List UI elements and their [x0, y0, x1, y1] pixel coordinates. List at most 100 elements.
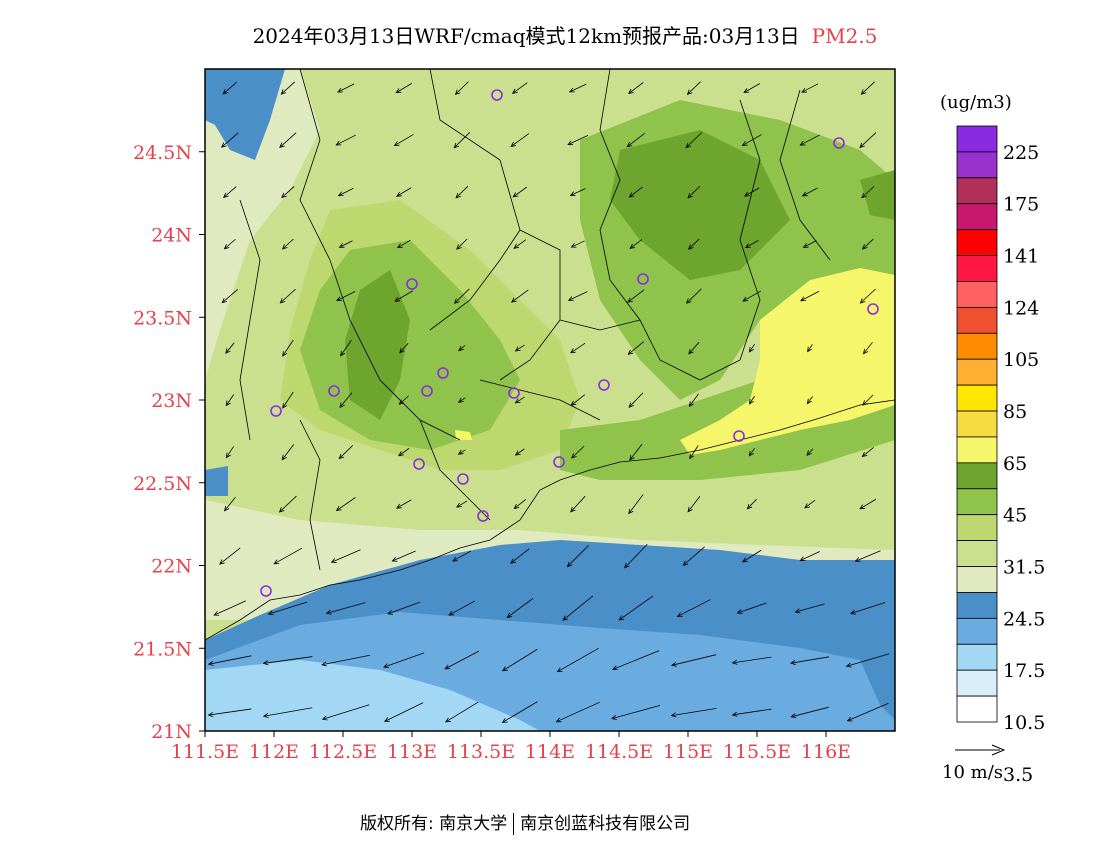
wind-arrow: [749, 343, 755, 353]
lat-tick-label: 24N: [151, 225, 192, 247]
legend-label: 225: [1003, 142, 1039, 164]
legend-label: 85: [1003, 401, 1027, 423]
wind-arrow: [394, 290, 414, 302]
wind-arrow: [452, 550, 472, 562]
wind-scale-label: 10 m/s: [942, 762, 1003, 783]
wind-scale-arrowhead: [991, 744, 1006, 756]
legend-swatch: [956, 514, 998, 542]
wind-arrowhead: [850, 609, 856, 615]
wind-arrowhead: [860, 89, 867, 95]
wind-arrowhead: [802, 243, 809, 248]
wind-arrow: [683, 546, 705, 566]
legend-label: 141: [1003, 246, 1039, 268]
wind-arrow: [628, 82, 644, 94]
wind-arrow: [628, 341, 644, 355]
legend-swatch: [956, 540, 998, 567]
wind-arrow: [399, 395, 409, 405]
wind-arrow: [513, 239, 527, 249]
wind-arrowhead: [337, 191, 344, 197]
wind-arrow: [629, 239, 643, 249]
wind-arrowhead: [687, 506, 693, 513]
wind-arrowhead: [338, 243, 345, 248]
wind-arrowhead: [806, 398, 813, 405]
wind-arrow: [268, 601, 308, 615]
lon-tick-label: 111.5E: [171, 741, 239, 763]
wind-arrow: [748, 447, 756, 457]
wind-arrowhead: [624, 562, 630, 569]
wind-arrow: [855, 550, 881, 562]
wind-arrow: [219, 547, 241, 565]
wind-arrow: [281, 186, 295, 198]
lat-tick-label: 24.5N: [133, 142, 192, 164]
wind-arrow: [790, 656, 830, 664]
lon-tick-label: 113E: [387, 741, 437, 763]
wind-arrow: [795, 603, 825, 613]
wind-arrowhead: [688, 401, 695, 408]
legend-swatch: [956, 384, 998, 412]
wind-arrowhead: [748, 346, 754, 353]
boundary-lines: [205, 69, 895, 641]
lon-tick-label: 114E: [525, 741, 575, 763]
wind-arrow: [850, 602, 886, 614]
legend-swatch: [956, 306, 998, 334]
wind-arrowhead: [670, 712, 677, 718]
wind-arrow: [677, 599, 711, 617]
wind-arrow: [687, 496, 701, 512]
wind-arrow: [225, 342, 235, 354]
wind-arrow: [801, 83, 819, 93]
wind-arrowhead: [456, 502, 462, 508]
wind-arrowhead: [396, 191, 402, 197]
wind-arrowhead: [444, 717, 451, 723]
wind-arrowhead: [689, 453, 695, 460]
station-marker: [406, 278, 418, 290]
admin-boundary: [299, 69, 461, 441]
wind-arrowhead: [448, 610, 455, 616]
wind-arrowhead: [458, 345, 464, 352]
wind-arrow: [570, 394, 586, 406]
coastline: [205, 399, 895, 641]
wind-arrow: [279, 495, 297, 513]
station-marker: [553, 456, 565, 468]
wind-arrowhead: [862, 400, 868, 406]
wind-arrowhead: [742, 296, 749, 302]
wind-arrowhead: [396, 243, 403, 249]
wind-arrow: [803, 240, 817, 248]
legend-label: 10.5: [1003, 712, 1045, 734]
wind-arrowhead: [339, 402, 345, 409]
wind-arrowhead: [222, 89, 229, 95]
wind-arrow: [862, 394, 874, 406]
wind-arrowhead: [801, 87, 807, 93]
copyright: 版权所有: 南京大学 南京创蓝科技有限公司: [360, 809, 690, 835]
wind-arrow: [512, 82, 528, 94]
wind-arrowhead: [456, 244, 462, 250]
wind-arrow: [749, 395, 755, 405]
lat-tick-label: 22N: [151, 556, 192, 578]
wind-arrow: [612, 650, 660, 670]
wind-arrow: [392, 550, 416, 562]
wind-arrow: [807, 396, 813, 404]
wind-arrow: [745, 240, 759, 248]
wind-arrow: [689, 393, 699, 407]
wind-arrow: [859, 498, 877, 510]
wind-arrowhead: [207, 660, 214, 666]
wind-arrowhead: [457, 449, 464, 455]
wind-arrow: [455, 185, 469, 199]
wind-arrow: [208, 655, 252, 665]
latitude-axis: 24.5N 24N 23.5N 23N 22.5N 22N 21.5N 21N: [133, 142, 205, 743]
wind-arrow: [456, 500, 468, 508]
wind-arrow: [742, 549, 762, 563]
wind-arrow: [510, 548, 530, 564]
wind-arrow: [513, 186, 527, 198]
wind-arrowhead: [612, 665, 618, 671]
wind-arrow: [687, 185, 701, 199]
lon-tick-label: 116E: [801, 741, 851, 763]
legend-label: 124: [1003, 297, 1039, 319]
wind-arrow: [687, 81, 701, 95]
legend-swatch: [956, 462, 998, 490]
wind-arrowhead: [859, 142, 865, 149]
wind-arrow: [807, 344, 813, 352]
wind-arrowhead: [506, 612, 513, 619]
wind-arrow: [800, 134, 820, 146]
wind-arrow: [802, 187, 818, 197]
wind-arrow: [458, 397, 466, 403]
